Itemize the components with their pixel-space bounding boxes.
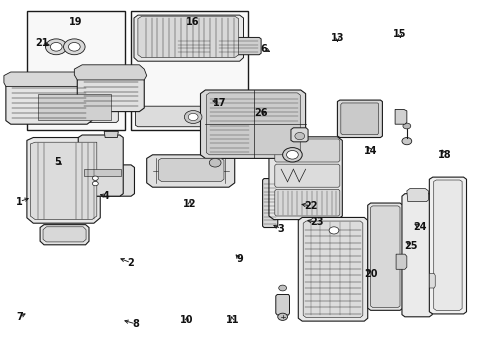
Polygon shape	[4, 72, 94, 86]
Polygon shape	[367, 203, 402, 310]
Circle shape	[184, 111, 202, 123]
Polygon shape	[298, 217, 367, 321]
Polygon shape	[370, 206, 399, 307]
Polygon shape	[134, 15, 243, 61]
Circle shape	[68, 42, 80, 51]
Bar	[27, 11, 124, 130]
Circle shape	[63, 39, 85, 55]
Polygon shape	[406, 189, 427, 202]
Text: 4: 4	[102, 191, 109, 201]
Polygon shape	[262, 179, 277, 228]
Circle shape	[294, 132, 304, 140]
Polygon shape	[428, 274, 434, 288]
Polygon shape	[31, 92, 118, 122]
Circle shape	[45, 39, 67, 55]
Text: 13: 13	[330, 33, 344, 43]
Polygon shape	[433, 180, 461, 310]
Polygon shape	[6, 84, 92, 124]
Text: 5: 5	[54, 157, 61, 167]
Polygon shape	[138, 16, 238, 58]
Circle shape	[277, 313, 287, 320]
Text: 20: 20	[363, 269, 377, 279]
Circle shape	[50, 42, 62, 51]
Polygon shape	[274, 164, 339, 187]
Circle shape	[209, 158, 221, 167]
Polygon shape	[200, 90, 305, 158]
Text: 9: 9	[236, 254, 243, 264]
Polygon shape	[38, 94, 111, 120]
Circle shape	[92, 176, 98, 180]
Polygon shape	[215, 37, 261, 55]
Circle shape	[278, 285, 286, 291]
Text: 18: 18	[437, 150, 451, 160]
Polygon shape	[401, 194, 431, 317]
Text: 6: 6	[260, 44, 267, 54]
Polygon shape	[77, 77, 144, 112]
Circle shape	[402, 123, 410, 129]
Circle shape	[401, 138, 411, 145]
Polygon shape	[337, 100, 382, 138]
Text: 1: 1	[16, 197, 23, 207]
Circle shape	[282, 148, 302, 162]
Polygon shape	[30, 142, 97, 220]
Polygon shape	[394, 109, 406, 124]
Polygon shape	[268, 137, 342, 220]
Polygon shape	[274, 189, 339, 216]
Text: 7: 7	[16, 312, 23, 322]
Text: 16: 16	[186, 17, 200, 27]
Polygon shape	[146, 155, 234, 187]
Polygon shape	[428, 177, 466, 314]
Polygon shape	[78, 135, 123, 196]
Polygon shape	[290, 128, 307, 142]
Text: 23: 23	[309, 217, 323, 228]
Text: 22: 22	[304, 201, 317, 211]
Polygon shape	[274, 139, 339, 162]
Circle shape	[328, 227, 338, 234]
Text: 3: 3	[277, 224, 284, 234]
Text: 12: 12	[183, 199, 196, 210]
Text: 25: 25	[403, 240, 417, 251]
Text: 17: 17	[213, 98, 226, 108]
Text: 10: 10	[180, 315, 193, 325]
Polygon shape	[43, 227, 86, 242]
Polygon shape	[158, 158, 224, 181]
Polygon shape	[92, 165, 134, 196]
Circle shape	[286, 150, 298, 159]
Polygon shape	[175, 37, 212, 55]
Text: 24: 24	[412, 222, 426, 232]
Polygon shape	[27, 138, 100, 223]
Polygon shape	[275, 294, 289, 315]
Polygon shape	[303, 221, 362, 318]
Polygon shape	[135, 106, 207, 127]
Text: 21: 21	[35, 38, 48, 48]
Polygon shape	[340, 103, 378, 135]
Bar	[131, 11, 248, 130]
Text: 15: 15	[392, 29, 406, 39]
Polygon shape	[395, 254, 406, 269]
Polygon shape	[74, 65, 146, 80]
Circle shape	[188, 113, 198, 121]
Text: 26: 26	[254, 108, 267, 118]
Text: 2: 2	[127, 258, 134, 268]
Text: 11: 11	[225, 315, 239, 325]
Polygon shape	[104, 131, 118, 138]
Polygon shape	[40, 225, 89, 245]
Text: 14: 14	[363, 146, 377, 156]
Text: 19: 19	[69, 17, 82, 27]
Polygon shape	[206, 93, 300, 155]
Circle shape	[92, 181, 98, 186]
Bar	[84, 169, 121, 176]
Text: 8: 8	[132, 319, 139, 329]
